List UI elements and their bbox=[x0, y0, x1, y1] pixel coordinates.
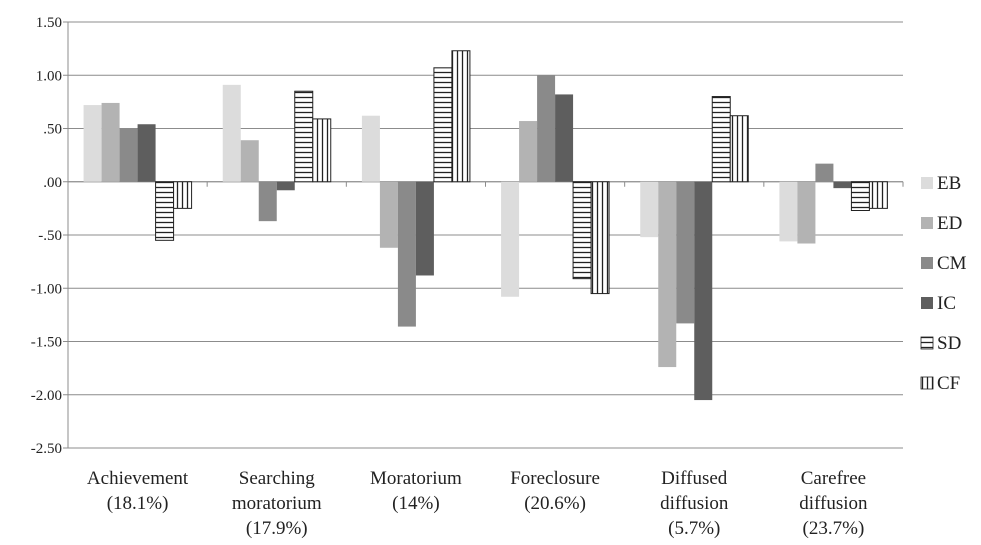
x-category-label: (17.9%) bbox=[246, 518, 308, 539]
x-category-label: Searching bbox=[239, 468, 315, 489]
x-category-label: (18.1%) bbox=[107, 493, 169, 514]
bar-cm bbox=[537, 75, 556, 182]
x-category-label: diffusion bbox=[660, 493, 729, 514]
bar-ed bbox=[519, 121, 538, 182]
bar-cm bbox=[676, 181, 695, 324]
bar-ic bbox=[555, 94, 574, 182]
legend-label-cf: CF bbox=[937, 373, 960, 394]
bar-sd bbox=[155, 181, 175, 241]
x-category-label: Carefree bbox=[801, 468, 866, 489]
x-category-label: (14%) bbox=[392, 493, 439, 514]
bar-cm bbox=[397, 181, 416, 327]
bar-ic bbox=[694, 181, 713, 401]
legend-label-eb: EB bbox=[937, 173, 961, 194]
y-tick-label: -2.00 bbox=[31, 388, 62, 404]
y-tick-label: -1.00 bbox=[31, 281, 62, 297]
bar-ic bbox=[833, 181, 852, 189]
x-category-label: Achievement bbox=[87, 468, 189, 489]
legend-label-ed: ED bbox=[937, 213, 962, 234]
bar-ed bbox=[797, 181, 816, 244]
bar-ed bbox=[658, 181, 677, 368]
y-tick-label: -.50 bbox=[38, 228, 62, 244]
legend-swatch-cm bbox=[921, 257, 933, 269]
bar-ic bbox=[276, 181, 295, 191]
legend-swatch-eb bbox=[921, 177, 933, 189]
bar-ed bbox=[240, 140, 259, 182]
x-category-label: Moratorium bbox=[370, 468, 462, 489]
bar-cm bbox=[258, 181, 277, 222]
bar-ed bbox=[379, 181, 398, 248]
bar-sd bbox=[294, 90, 314, 183]
legend-swatch-ic bbox=[921, 297, 933, 309]
x-category-label: (5.7%) bbox=[668, 518, 720, 539]
bar-sd bbox=[433, 67, 453, 183]
legend-label-sd: SD bbox=[937, 333, 961, 354]
bar-cf bbox=[451, 50, 471, 183]
y-tick-label: .00 bbox=[43, 175, 62, 191]
bar-eb bbox=[222, 84, 241, 182]
bar-cf bbox=[173, 181, 193, 209]
y-tick-label: .50 bbox=[43, 122, 62, 138]
x-category-label: diffusion bbox=[799, 493, 868, 514]
legend-swatch-ed bbox=[921, 217, 933, 229]
gridlines bbox=[68, 21, 903, 449]
x-category-label: (20.6%) bbox=[524, 493, 586, 514]
bar-ed bbox=[101, 102, 120, 182]
bar-sd bbox=[850, 181, 870, 212]
bar-eb bbox=[779, 181, 798, 242]
legend-swatch-cf bbox=[920, 376, 934, 390]
bar-eb bbox=[83, 105, 102, 182]
bar-cf bbox=[868, 181, 888, 209]
bar-ic bbox=[137, 124, 156, 182]
legend-swatch-sd bbox=[920, 336, 934, 350]
x-category-label: Foreclosure bbox=[510, 468, 600, 489]
legend-label-ic: IC bbox=[937, 293, 956, 314]
x-category-label: Diffused bbox=[661, 468, 728, 489]
x-category-label: (23.7%) bbox=[803, 518, 865, 539]
bar-eb bbox=[501, 181, 520, 297]
legend: EB ED CM IC SD CF bbox=[920, 173, 967, 394]
bar-ic bbox=[415, 181, 434, 276]
bar-eb bbox=[361, 115, 380, 182]
bar-cf bbox=[590, 181, 610, 295]
y-tick-label: -1.50 bbox=[31, 335, 62, 351]
axes bbox=[63, 21, 904, 449]
bar-cm bbox=[815, 163, 834, 182]
bars bbox=[83, 50, 888, 401]
bar-sd bbox=[572, 181, 592, 280]
bar-eb bbox=[640, 181, 659, 238]
y-tick-label: 1.50 bbox=[36, 15, 62, 31]
bar-cf bbox=[312, 118, 332, 183]
y-tick-label: -2.50 bbox=[31, 441, 62, 457]
y-tick-label: 1.00 bbox=[36, 68, 62, 84]
legend-label-cm: CM bbox=[937, 253, 967, 274]
bar-cm bbox=[119, 128, 138, 182]
bar-sd bbox=[711, 96, 731, 183]
x-category-label: moratorium bbox=[232, 493, 322, 514]
y-tick-labels: 1.50 1.00 .50 .00 -.50 -1.00 -1.50 -2.00 -2.50 bbox=[31, 15, 62, 457]
bar-cf bbox=[729, 115, 749, 183]
x-category-labels: Achievement (18.1%) Searching moratorium (17… bbox=[87, 468, 868, 539]
